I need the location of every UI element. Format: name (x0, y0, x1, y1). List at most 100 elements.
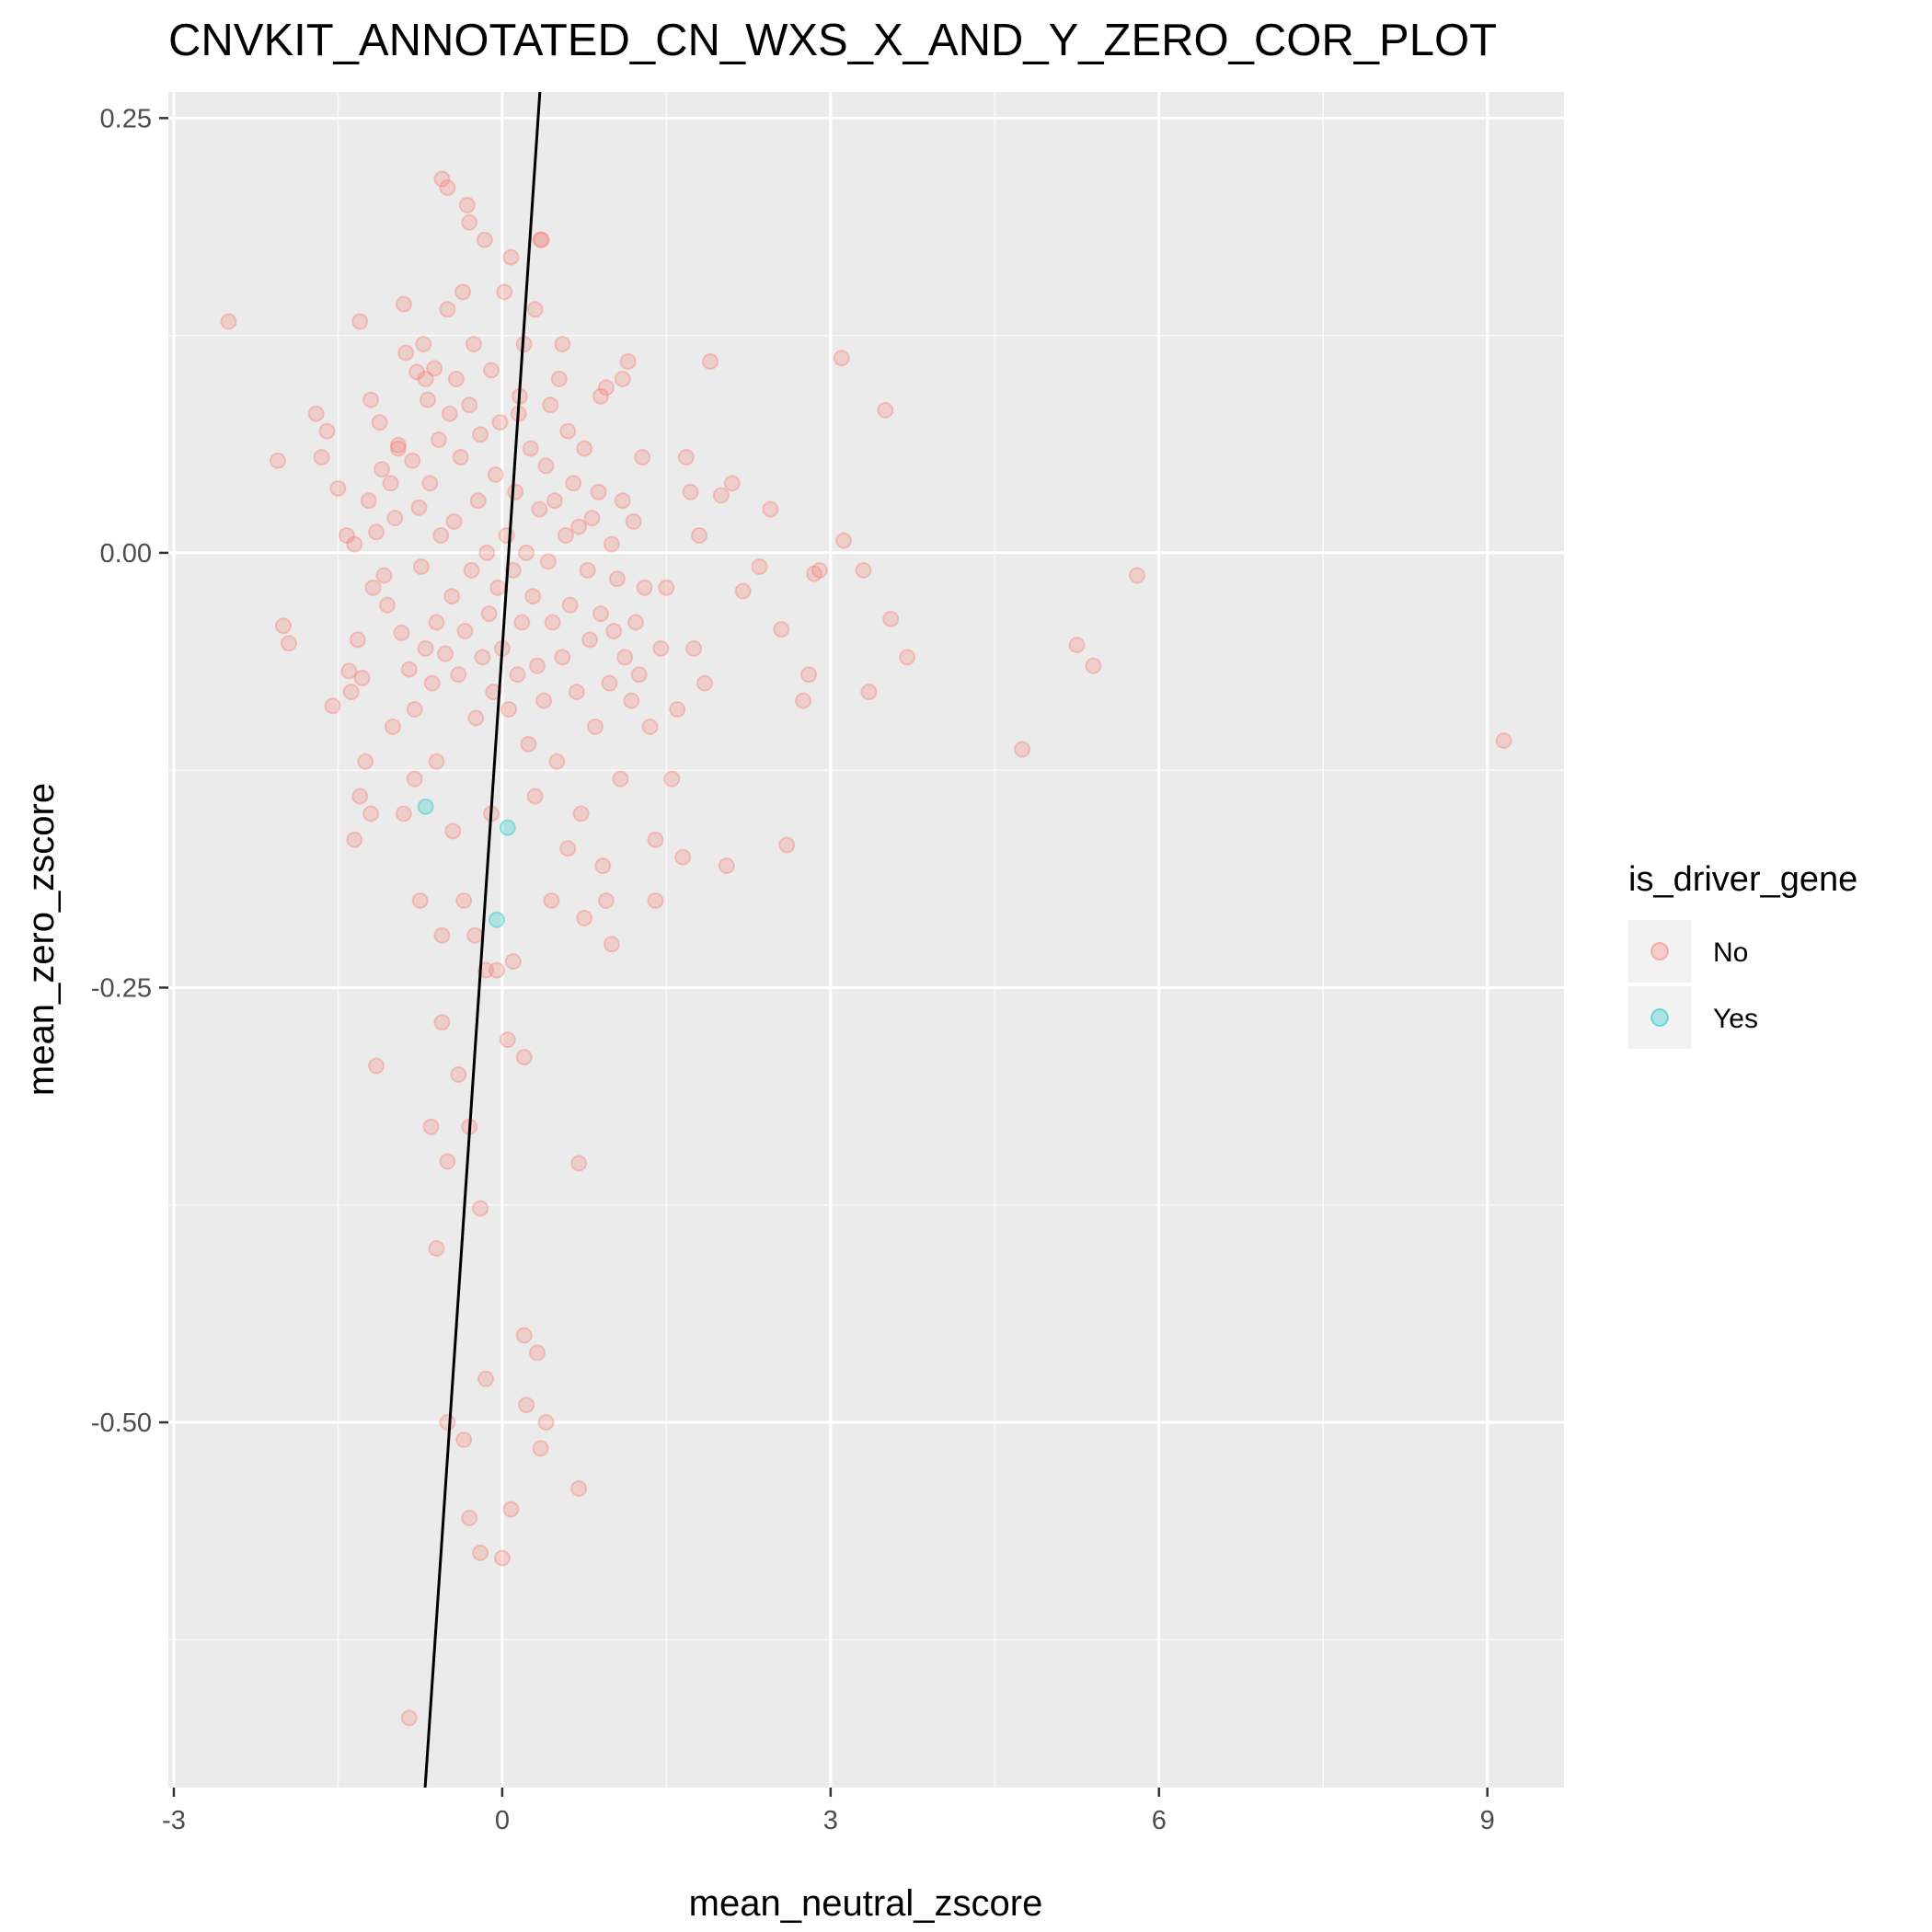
data-point-no (507, 483, 524, 500)
data-point-no (734, 582, 752, 600)
data-point-no (472, 1544, 489, 1561)
data-point-no (269, 452, 286, 469)
data-point-no (432, 527, 450, 545)
data-point-no (663, 770, 681, 788)
data-point-no (404, 452, 421, 469)
data-point-no (487, 466, 504, 483)
data-point-no (477, 961, 495, 979)
data-point-no (539, 553, 557, 570)
data-point-no (778, 836, 796, 854)
data-point-no (452, 448, 469, 466)
data-point-no (419, 391, 436, 408)
legend-key-box (1628, 986, 1691, 1049)
data-point-no (751, 558, 768, 576)
data-point-no (565, 475, 582, 492)
data-point-no (597, 379, 615, 397)
data-point-no (1128, 567, 1145, 584)
data-point-no (412, 558, 430, 576)
data-point-no (364, 579, 382, 596)
data-point-no (570, 1479, 588, 1497)
data-point-no (513, 614, 531, 631)
data-point-yes (499, 819, 516, 836)
plot-panel (168, 92, 1564, 1788)
data-point-no (353, 670, 371, 687)
data-point-no (587, 718, 604, 735)
data-point-no (762, 500, 779, 518)
data-point-no (476, 231, 493, 248)
data-point-no (465, 336, 482, 353)
data-point-no (518, 1397, 535, 1414)
data-point-no (382, 475, 399, 492)
data-point-no (384, 718, 401, 735)
data-point-no (855, 561, 872, 579)
data-point-no (499, 1031, 516, 1049)
x-tick-label: 0 (495, 1806, 510, 1835)
data-point-no (410, 499, 428, 516)
data-point-no (634, 448, 651, 466)
data-point-no (500, 701, 518, 719)
data-point-no (535, 692, 553, 709)
data-point-no (554, 336, 571, 353)
data-point-no (502, 1501, 520, 1518)
data-point-no (773, 621, 790, 638)
data-point-no (877, 401, 894, 419)
data-point-no (795, 692, 812, 709)
data-point-no (603, 936, 620, 953)
data-point-no (518, 544, 535, 561)
data-point-no (371, 414, 388, 431)
data-point-no (557, 527, 574, 545)
chart-title: CNVKIT_ANNOTATED_CN_WXS_X_AND_Y_ZERO_COR… (168, 16, 1497, 65)
data-point-no (576, 909, 593, 926)
data-point-no (576, 440, 593, 457)
data-point-no (274, 617, 292, 635)
data-point-no (597, 891, 615, 909)
data-point-no (630, 666, 648, 684)
minor-gridlines (168, 92, 1564, 1788)
data-point-no (351, 788, 369, 805)
data-point-no (548, 753, 566, 770)
data-point-no (428, 614, 445, 631)
data-point-no (362, 391, 380, 408)
data-point-no (533, 231, 550, 248)
data-point-no (619, 352, 637, 370)
data-point-no (439, 301, 456, 318)
y-axis-ticks: -0.50 -0.25 0.00 0.25 (91, 104, 168, 1438)
data-point-no (472, 426, 489, 443)
data-point-no (526, 788, 544, 805)
data-point-no (712, 487, 730, 504)
data-point-no (669, 701, 686, 719)
data-point-no (430, 431, 447, 449)
data-point-no (368, 1057, 385, 1075)
data-point-no (537, 457, 555, 475)
data-point-no (455, 1431, 473, 1448)
data-point-no (515, 1327, 533, 1344)
data-point-no (349, 631, 366, 649)
data-point-no (528, 1344, 546, 1362)
data-point-no (682, 483, 699, 500)
data-point-no (461, 1510, 478, 1527)
data-point-no (581, 631, 599, 649)
data-point-no (811, 561, 828, 579)
data-point-no (590, 483, 607, 500)
data-point-no (489, 579, 507, 596)
data-point-no (899, 649, 916, 666)
data-point-no (532, 1440, 549, 1457)
data-point-no (406, 701, 423, 719)
data-point-no (592, 387, 609, 405)
data-point-no (647, 891, 664, 909)
x-tick-label: 9 (1480, 1806, 1495, 1835)
data-point-no (504, 953, 522, 971)
data-point-no (498, 527, 515, 545)
data-point-no (522, 440, 539, 457)
data-point-no (307, 405, 325, 422)
data-point-no (526, 301, 544, 318)
data-point-no (544, 614, 561, 631)
data-point-no (583, 510, 601, 527)
data-point-no (395, 805, 412, 822)
data-point-no (515, 1049, 533, 1066)
x-tick-label: -3 (162, 1806, 186, 1835)
data-point-no (559, 840, 577, 857)
data-point-no (324, 697, 341, 715)
data-points (220, 170, 1512, 1727)
